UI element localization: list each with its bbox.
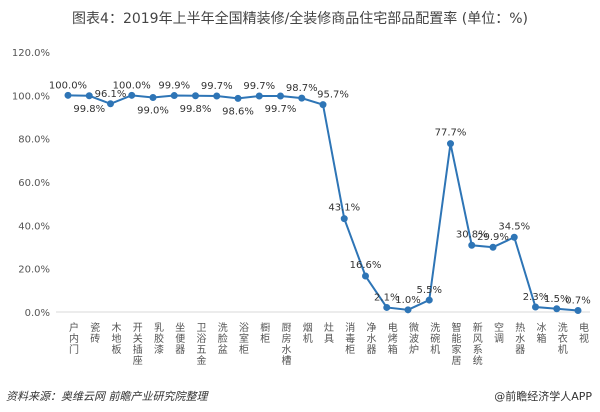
data-label: 5.5% [417,285,442,296]
data-label: 16.6% [350,260,382,271]
data-point [574,306,582,314]
x-tick-label: 洗脸盆 [215,322,227,355]
y-tick-label: 120.0% [12,48,50,59]
brand-credit: @前瞻经济学人APP [494,390,592,403]
data-point [149,94,157,101]
y-tick-label: 100.0% [12,91,50,102]
data-point [532,303,539,311]
data-point [213,92,221,100]
x-tick-label: 烟机 [300,321,312,344]
data-label: 0.7% [565,295,590,306]
data-point [468,241,476,249]
data-label: 96.1% [95,89,127,100]
data-label: 2.1% [374,292,399,303]
data-point [553,305,561,313]
x-tick-label: 瓷砖 [88,321,100,344]
data-label: 1.0% [395,295,420,306]
data-point [362,272,369,280]
data-label: 99.7% [201,81,233,92]
series-line [67,94,579,312]
x-tick-label: 橱柜 [258,321,270,344]
data-point [340,215,348,223]
data-label: 95.7% [317,90,349,101]
data-label: 77.7% [435,128,467,139]
x-tick-label: 微波炉 [407,321,419,355]
x-tick-label: 浴室柜 [237,322,249,355]
x-tick-label: 户内门 [67,321,79,355]
source-note: 资料来源：奥维云网 前瞻产业研究院整理 [6,390,208,403]
data-label: 1.5% [544,294,569,305]
y-tick-label: 0.0% [25,308,50,319]
data-label: 29.9% [477,232,509,243]
x-tick-label: 灶具 [322,321,334,344]
data-label: 99.8% [73,104,105,115]
data-point [510,233,518,241]
data-point [192,92,199,100]
data-point [383,303,391,311]
data-label: 2.3% [523,292,548,303]
x-tick-label: 新风系统 [470,321,482,366]
x-tick-label: 厨房水槽 [279,322,291,366]
data-point [255,92,263,100]
data-label: 98.6% [222,106,254,117]
data-label: 99.0% [137,106,169,117]
data-label: 100.0% [113,80,151,91]
x-tick-label: 电烤箱 [385,321,397,355]
x-tick-label: 空调 [492,321,504,344]
data-label: 99.9% [158,81,190,92]
data-label: 99.7% [243,81,275,92]
y-tick-label: 20.0% [18,265,50,276]
x-tick-label: 乳胶漆 [152,321,164,355]
chart-title: 图表4：2019年上半年全国精装修/全装修商品住宅部品配置率 (单位：%) [72,11,528,27]
x-tick-label: 开关插座 [130,322,142,366]
x-tick-label: 卫浴五金 [194,322,206,366]
y-tick-label: 60.0% [18,178,50,189]
data-label: 34.5% [498,221,530,232]
data-point [64,91,72,99]
x-tick-label: 洗衣机 [555,322,567,355]
data-point [404,306,412,314]
data-point [85,92,93,100]
data-point [489,243,497,251]
data-label: 100.0% [49,80,87,91]
x-tick-label: 坐便器 [173,322,185,355]
data-point [425,296,433,304]
data-label: 43.1% [328,203,360,214]
x-tick-label: 木地板 [109,322,121,355]
data-label: 99.7% [265,104,297,115]
data-label: 30.8% [456,229,488,240]
x-tick-label: 电视 [577,321,589,344]
data-point [107,100,114,108]
x-tick-label: 冰箱 [534,321,546,344]
data-point [128,91,136,99]
data-label: 98.7% [286,83,318,94]
data-point [277,92,284,100]
data-point [234,94,242,102]
data-point [170,92,178,100]
x-tick-label: 消毒柜 [343,321,355,355]
data-point [319,101,327,109]
y-tick-label: 40.0% [18,221,50,232]
data-label: 99.8% [180,104,212,115]
x-tick-label: 洗碗机 [428,322,440,355]
x-tick-label: 净水器 [364,321,376,355]
y-tick-label: 80.0% [18,135,50,146]
data-point [298,94,306,102]
x-tick-label: 智能家居 [449,321,461,366]
data-point [447,140,454,148]
x-tick-label: 热水器 [513,321,525,355]
